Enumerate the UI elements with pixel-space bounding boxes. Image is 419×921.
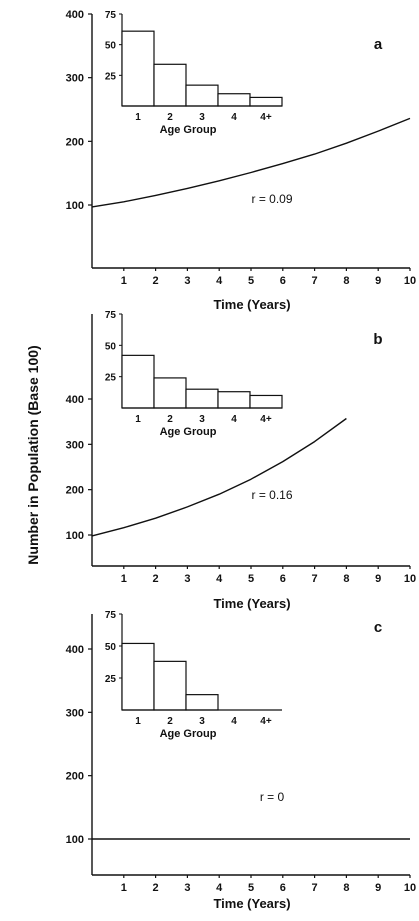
y-tick-label: 400 [66,9,84,21]
x-tick-label: 2 [153,275,159,287]
inset-bar [217,391,251,409]
inset-bar [153,377,187,409]
x-tick-label: 8 [343,882,349,894]
panel-letter: c [374,619,382,636]
x-tick-label: 10 [404,573,416,585]
x-tick-label: 7 [312,275,318,287]
y-axis-label: Number in Population (Base 100) [25,345,41,564]
y-tick-label: 100 [66,200,84,212]
x-axis-title: Time (Years) [213,596,290,611]
inset-y-tick-label: 50 [105,41,117,52]
inset-category-label: 3 [199,414,205,425]
y-tick-label: 400 [66,394,84,406]
inset-bar [153,660,187,711]
y-tick-label: 100 [66,530,84,542]
inset-x-axis-title: Age Group [160,426,217,438]
inset-bar [121,30,155,107]
inset-y-tick-label: 50 [105,341,117,352]
y-tick-label: 300 [66,707,84,719]
inset-category-label: 1 [135,112,141,123]
y-tick-label: 200 [66,136,84,148]
x-tick-label: 8 [343,573,349,585]
inset-y-tick-label: 50 [105,642,117,653]
inset-category-label: 4+ [260,414,272,425]
inset-y-tick-label: 75 [105,610,117,621]
age-group-inset: 25 50 75 1 2 3 4 4+ Age Group [105,310,283,438]
inset-y-tick-label: 25 [105,71,117,82]
growth-rate-annotation: r = 0.16 [251,488,292,502]
x-tick-label: 6 [280,882,286,894]
y-tick-label: 200 [66,485,84,497]
population-curve [91,117,411,208]
x-tick-label: 6 [280,573,286,585]
y-tick-label: 200 [66,771,84,783]
inset-bar [185,84,219,107]
x-tick-label: 3 [184,882,190,894]
inset-category-label: 1 [135,716,141,727]
x-tick-label: 7 [312,882,318,894]
inset-category-label: 4 [231,716,237,727]
inset-y-tick-label: 25 [105,373,117,384]
x-tick-label: 9 [375,573,381,585]
inset-bar [217,93,251,107]
x-tick-label: 9 [375,275,381,287]
x-tick-label: 5 [248,275,254,287]
inset-y-tick-label: 75 [105,10,117,21]
inset-category-label: 4 [231,112,237,123]
age-group-inset: 25 50 75 1 2 3 4 4+ Age Group [105,10,283,136]
inset-category-label: 3 [199,112,205,123]
x-tick-label: 4 [216,275,223,287]
x-tick-label: 1 [121,275,127,287]
x-tick-label: 2 [153,573,159,585]
population-curve [91,417,347,537]
inset-category-label: 4+ [260,716,272,727]
x-tick-label: 1 [121,573,127,585]
inset-category-label: 2 [167,112,173,123]
y-tick-label: 400 [66,644,84,656]
x-tick-label: 5 [248,573,254,585]
inset-category-label: 4+ [260,112,272,123]
inset-bar [249,394,283,409]
inset-category-label: 3 [199,716,205,727]
inset-bar [121,642,155,711]
age-group-inset: 25 50 75 1 2 3 4 4+ Age Group [105,610,282,740]
inset-bar [185,694,219,711]
inset-category-label: 2 [167,716,173,727]
x-tick-label: 8 [343,275,349,287]
inset-y-tick-label: 25 [105,674,117,685]
x-tick-label: 3 [184,573,190,585]
inset-category-label: 1 [135,414,141,425]
x-axis-title: Time (Years) [213,297,290,312]
x-tick-label: 1 [121,882,127,894]
x-tick-label: 3 [184,275,190,287]
inset-x-axis-title: Age Group [160,728,217,740]
growth-rate-annotation: r = 0.09 [251,192,292,206]
inset-category-label: 4 [231,414,237,425]
x-tick-label: 10 [404,882,416,894]
y-tick-label: 300 [66,73,84,85]
panel-letter: b [373,331,382,348]
x-tick-label: 9 [375,882,381,894]
x-tick-label: 2 [153,882,159,894]
x-tick-label: 7 [312,573,318,585]
panel-letter: a [374,36,383,53]
inset-x-axis-title: Age Group [160,124,217,136]
inset-y-tick-label: 75 [105,310,117,321]
inset-bar [249,96,283,107]
x-tick-label: 6 [280,275,286,287]
inset-bar [153,63,187,107]
y-tick-label: 100 [66,834,84,846]
x-tick-label: 4 [216,882,223,894]
x-tick-label: 4 [216,573,223,585]
y-tick-label: 300 [66,439,84,451]
inset-bar [121,354,155,409]
x-tick-label: 5 [248,882,254,894]
x-axis-title: Time (Years) [213,896,290,911]
inset-bar [185,388,219,409]
x-tick-label: 10 [404,275,416,287]
growth-rate-annotation: r = 0 [260,790,285,804]
inset-category-label: 2 [167,414,173,425]
